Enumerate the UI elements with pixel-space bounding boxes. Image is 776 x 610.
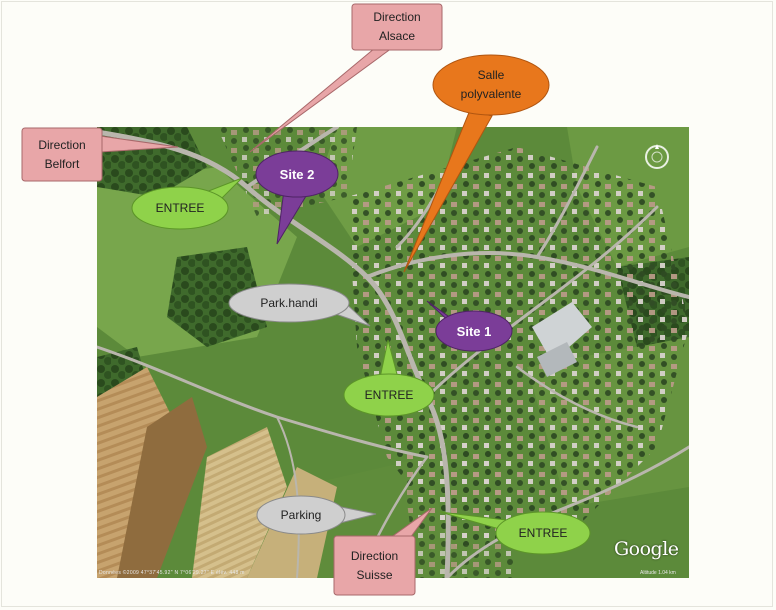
compass-icon[interactable] [643, 143, 671, 171]
map-footer-altitude: Altitude 1.04 km [640, 570, 676, 576]
callout-parking-label: Parking [280, 507, 322, 522]
callout-entree-bottom-label: ENTREE [518, 525, 568, 540]
callout-site-2-label: Site 2 [279, 166, 315, 182]
callout-salle-polyvalente-label: Salle polyvalente [460, 68, 522, 101]
map-footer-coordinates: Données ©2009 47°37'45.92" N 7°06'29.27"… [99, 570, 245, 576]
callout-direction-belfort-label: Direction Belfort [38, 137, 86, 171]
callout-park-handi-label: Park.handi [260, 295, 318, 310]
google-logo: Google [614, 538, 679, 560]
callout-entree-middle-label: ENTREE [364, 387, 414, 402]
callout-site-1-label: Site 1 [456, 323, 492, 339]
callout-direction-suisse-label: Direction Suisse [350, 548, 399, 582]
callout-entree-top-label: ENTREE [155, 200, 205, 215]
callout-direction-alsace-label: Direction Alsace [373, 10, 421, 43]
